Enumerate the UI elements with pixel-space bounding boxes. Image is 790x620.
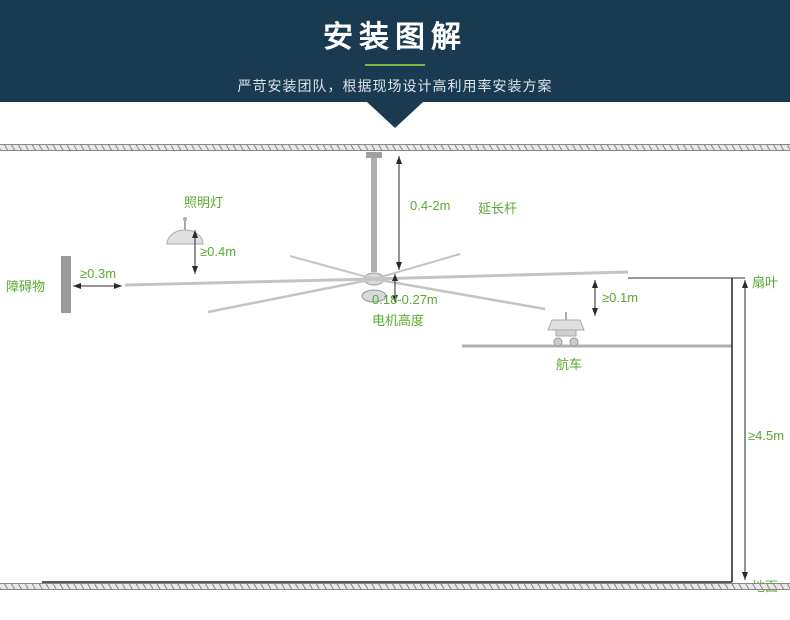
diagram-svg bbox=[0, 152, 790, 615]
label-obstacle-dim: ≥0.3m bbox=[80, 266, 116, 281]
label-crane: 航车 bbox=[556, 354, 582, 373]
installation-diagram: 障碍物 ≥0.3m 照明灯 ≥0.4m 0.4-2m 延长杆 0.18-0.27… bbox=[0, 152, 790, 615]
header: 安装图解 严苛安装团队，根据现场设计高利用率安装方案 bbox=[0, 0, 790, 102]
label-crane-dim: ≥0.1m bbox=[602, 290, 638, 305]
ground-hatch bbox=[0, 583, 790, 590]
ceiling-hatch bbox=[0, 144, 790, 151]
label-ground-dim: ≥4.5m bbox=[748, 428, 784, 443]
label-obstacle: 障碍物 bbox=[6, 276, 45, 295]
label-motor-dim: 0.18-0.27m bbox=[372, 292, 438, 307]
title-underline bbox=[365, 64, 425, 66]
label-ext-rod: 延长杆 bbox=[478, 198, 517, 217]
label-light: 照明灯 bbox=[184, 192, 223, 211]
header-pointer bbox=[367, 102, 423, 128]
label-light-dim: ≥0.4m bbox=[200, 244, 236, 259]
label-blade: 扇叶 bbox=[752, 272, 778, 291]
page-title: 安装图解 bbox=[0, 12, 790, 56]
page-subtitle: 严苛安装团队，根据现场设计高利用率安装方案 bbox=[0, 76, 790, 96]
label-ext-dim: 0.4-2m bbox=[410, 198, 450, 213]
label-motor: 电机高度 bbox=[372, 310, 424, 329]
